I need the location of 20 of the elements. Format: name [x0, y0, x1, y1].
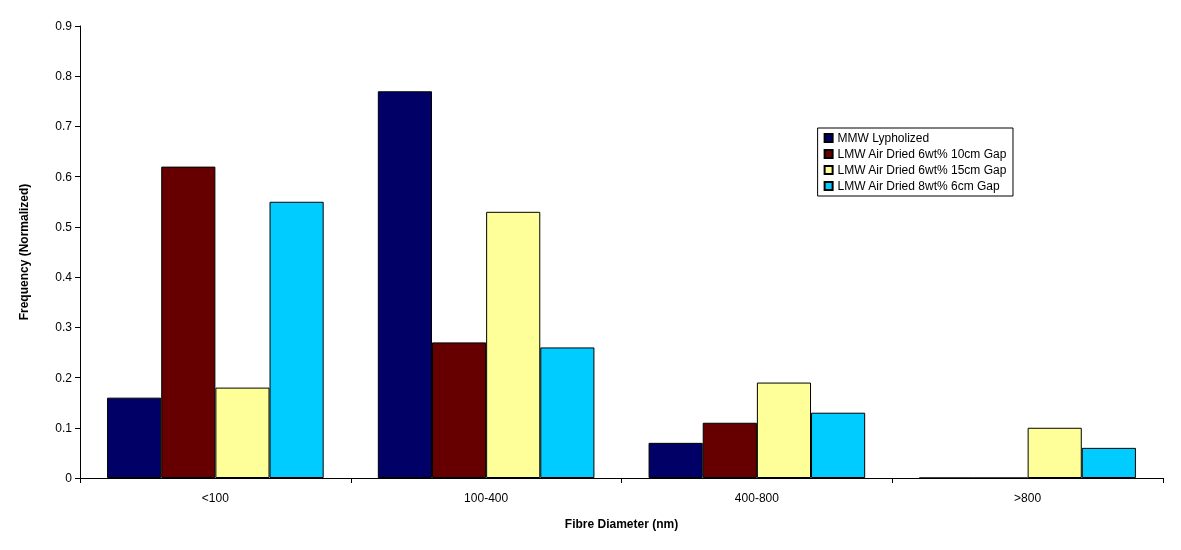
- x-tick-label: 400-800: [734, 491, 780, 505]
- y-tick-label: 0.5: [55, 219, 73, 234]
- y-tick-label: 0.4: [55, 270, 73, 285]
- x-axis-title: Fibre Diameter (nm): [564, 517, 679, 531]
- y-tick-label: 0.8: [55, 69, 73, 84]
- y-tick-label: 0.3: [55, 320, 73, 335]
- legend-label: LMW Air Dried 6wt% 10cm Gap: [837, 147, 1007, 161]
- y-tick-label: 0.6: [55, 169, 73, 184]
- y-tick-label: 0.2: [55, 370, 73, 385]
- y-tick-label: 0.9: [55, 19, 73, 33]
- y-tick-label: 0: [65, 471, 73, 485]
- legend-label: LMW Air Dried 6wt% 15cm Gap: [837, 163, 1007, 177]
- y-axis-title: Frequency (Normalized): [17, 183, 31, 321]
- legend-label: LMW Air Dried 8wt% 6cm Gap: [837, 179, 1000, 193]
- x-tick-label: >800: [1014, 491, 1042, 505]
- legend-label: MMW Lypholized: [837, 131, 930, 145]
- y-tick-label: 0.7: [55, 119, 73, 134]
- x-tick-label: <100: [201, 491, 230, 505]
- x-tick-label: 100-400: [464, 491, 509, 505]
- y-tick-label: 0.1: [55, 420, 73, 435]
